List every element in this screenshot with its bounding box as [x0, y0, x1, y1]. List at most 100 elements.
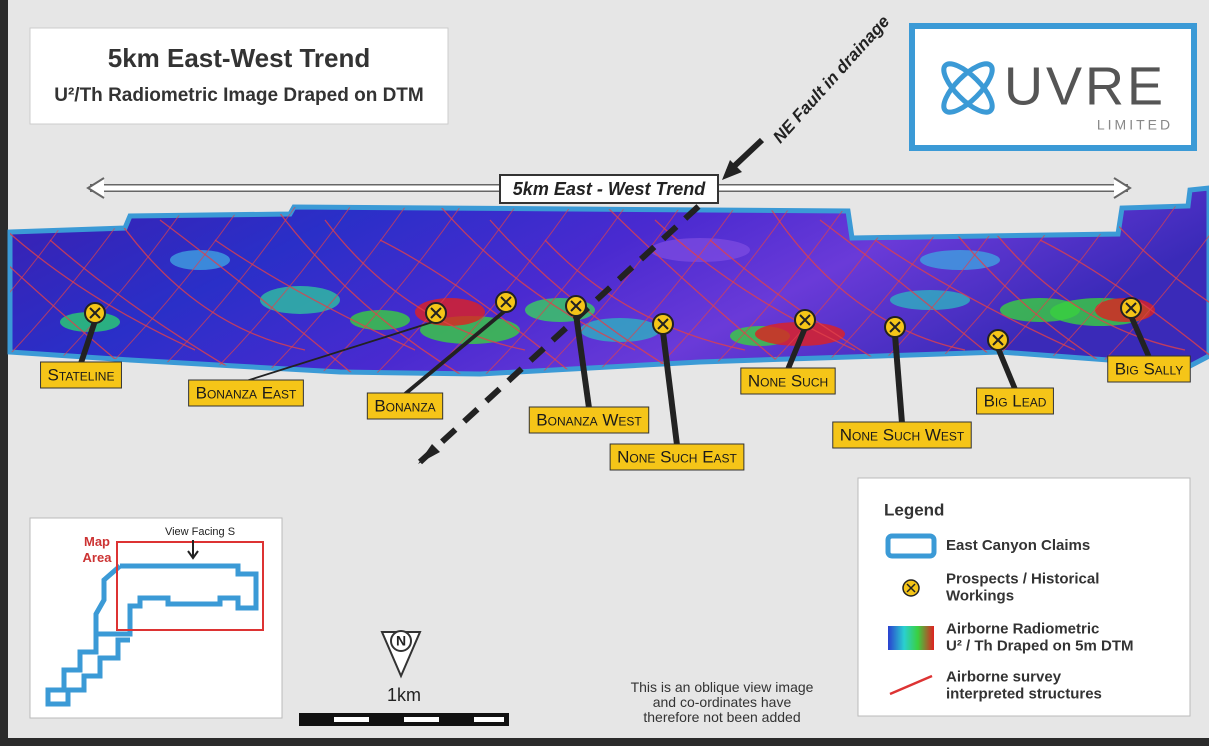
structure-line: [149, 199, 301, 374]
prospect-pick: [992, 334, 1004, 346]
fault-line: [417, 202, 703, 465]
inset-view-label: View Facing S: [165, 526, 235, 538]
title-box: [29, 27, 449, 125]
leader-line: [995, 348, 1018, 389]
leader-line: [243, 321, 439, 381]
structure-line: [534, 199, 686, 374]
leader-line: [1128, 316, 1152, 357]
structure-line: [269, 199, 471, 374]
blob: [260, 286, 340, 314]
structure-line: [654, 219, 856, 351]
prospect-pick: [89, 307, 101, 319]
text-line: Airborne Radiometric: [946, 620, 1099, 637]
title: 5km East-West Trend: [108, 43, 371, 73]
prospect-label: None Such West: [840, 425, 965, 444]
text-line: and co-ordinates have: [653, 694, 792, 710]
north-circle: [390, 630, 412, 652]
text-line: therefore not been added: [643, 709, 800, 725]
structure-line: [10, 199, 141, 374]
north-label: N: [396, 633, 406, 649]
structure-line: [10, 219, 196, 351]
text-line: East Canyon Claims: [946, 537, 1090, 554]
legend-pick: [906, 583, 916, 593]
structure-line: [764, 199, 966, 351]
prospect-label: None Such East: [617, 447, 737, 466]
prospect-pick: [430, 307, 442, 319]
inset-box: [29, 517, 283, 719]
structure-line: [599, 199, 801, 374]
text-line: Map: [84, 534, 110, 549]
blob: [650, 238, 750, 262]
inset-map-area: [116, 541, 264, 631]
trend-label: 5km East - West Trend: [513, 179, 706, 199]
prospect-label-box: [528, 406, 650, 434]
inset-claims: [45, 563, 259, 707]
text-line: U² / Th Draped on 5m DTM: [946, 637, 1134, 654]
prospect-label-box: [1107, 355, 1191, 383]
structure-line: [699, 199, 851, 374]
text-line: This is an oblique view image: [631, 679, 814, 695]
logo-icon: [941, 61, 995, 115]
legend-label: Prospects / Historical Workings: [946, 570, 1099, 604]
blob: [580, 318, 660, 342]
prospect-label-box: [40, 361, 122, 389]
prospect-pick: [889, 321, 901, 333]
structure-line: [104, 199, 306, 351]
logo-box: [909, 23, 1197, 151]
inset-area-label: Map Area: [83, 534, 113, 565]
leader-line: [660, 332, 680, 445]
prospect-label: Bonanza West: [536, 410, 642, 429]
prospect-pick: [570, 300, 582, 312]
scale-label: 1km: [387, 685, 421, 705]
inset-view-arrow: [187, 540, 199, 560]
prospect-label: Bonanza: [374, 396, 435, 415]
prospect-pick: [1125, 302, 1137, 314]
logo-suffix: LIMITED: [1097, 117, 1173, 133]
trend-label-box: [499, 174, 719, 204]
structure-line: [204, 199, 356, 374]
structure-line: [544, 239, 746, 351]
note: This is an oblique view image and co-ordi…: [631, 679, 814, 725]
legend-box: [857, 477, 1191, 717]
fault-arrowhead-top: [722, 160, 742, 180]
leader-line: [402, 310, 509, 394]
prospect-label-box: [188, 379, 304, 407]
text-line: Area: [83, 550, 113, 565]
prospect-pick: [799, 314, 811, 326]
structure-line: [984, 219, 1186, 351]
structure-line: [49, 239, 251, 374]
subtitle: U²/Th Radiometric Image Draped on DTM: [54, 85, 423, 106]
structure-line: [369, 199, 521, 374]
legend-swatch-structure: [889, 674, 933, 696]
text-line: Airborne survey: [946, 668, 1062, 685]
legend-title: Legend: [884, 500, 944, 519]
blob: [350, 310, 410, 330]
structure-line: [314, 199, 466, 374]
legend-swatch-claims: [885, 533, 937, 559]
blob: [890, 290, 970, 310]
structure-line: [324, 219, 526, 351]
prospect-label-box: [609, 443, 745, 471]
prospect-label-box: [976, 387, 1054, 415]
structure-line: [1039, 239, 1209, 374]
prospect-label: None Such: [748, 371, 828, 390]
text-line: Prospects / Historical: [946, 570, 1099, 587]
prospect-label-box: [740, 367, 836, 395]
prospect-pick: [500, 296, 512, 308]
structure-line: [379, 239, 581, 374]
prospects: Stateline Bonanza East Bonanza Bonanza West…: [40, 291, 1191, 471]
prospect-label: Big Sally: [1115, 359, 1184, 378]
prospect-label-box: [366, 392, 444, 420]
structure-line: [1084, 199, 1209, 374]
legend-label: Airborne survey interpreted structures: [946, 668, 1102, 702]
prospect-pick: [657, 318, 669, 330]
legend-swatch-radiometric: [888, 626, 934, 650]
text-line: Workings: [946, 587, 1014, 604]
structure-line: [259, 199, 411, 374]
leader-line: [573, 314, 592, 408]
prospect-label: Stateline: [48, 365, 115, 384]
fault-arrowhead: [418, 444, 440, 464]
logo-name: UVRE: [1004, 56, 1166, 116]
